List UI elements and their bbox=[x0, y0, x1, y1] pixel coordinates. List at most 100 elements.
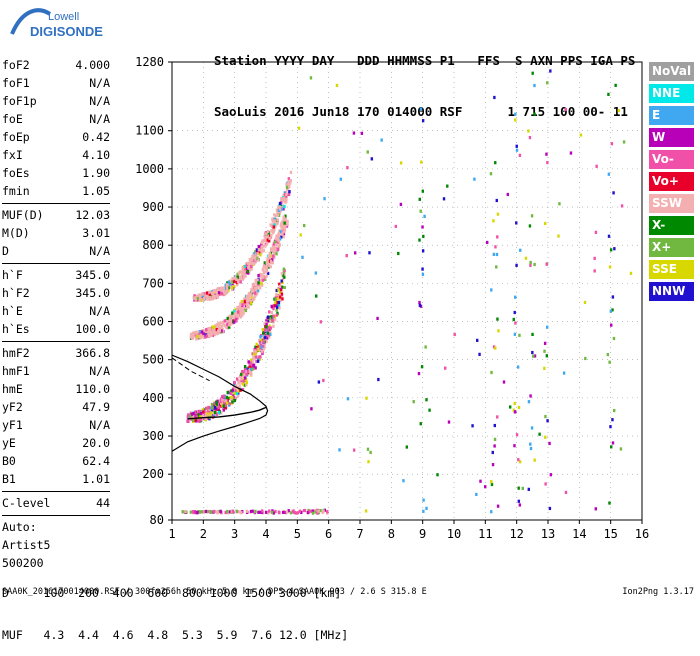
x-tick-label: 12 bbox=[509, 527, 523, 541]
echo-point bbox=[399, 202, 403, 206]
echo-point bbox=[277, 300, 281, 305]
echo-point bbox=[286, 219, 289, 224]
echo-point bbox=[208, 331, 212, 335]
echo-point bbox=[216, 292, 219, 296]
echo-point bbox=[244, 264, 247, 268]
echo-point bbox=[531, 332, 534, 336]
y-tick-label: 900 bbox=[142, 200, 164, 214]
echo-point bbox=[453, 332, 456, 337]
echo-point bbox=[610, 445, 613, 449]
echo-point bbox=[277, 234, 281, 239]
echo-point bbox=[272, 242, 276, 246]
param-row: B0 62.4 bbox=[2, 452, 110, 470]
echo-point bbox=[513, 332, 517, 336]
echo-point bbox=[258, 338, 261, 343]
echo-point bbox=[218, 328, 222, 333]
echo-point bbox=[259, 348, 262, 352]
echo-point bbox=[213, 294, 216, 298]
echo-point bbox=[212, 327, 215, 331]
param-name: foF1p bbox=[2, 94, 37, 108]
echo-point bbox=[258, 340, 262, 344]
echo-point bbox=[248, 295, 251, 299]
echo-point bbox=[263, 344, 266, 348]
echo-point bbox=[262, 340, 265, 344]
echo-point bbox=[262, 244, 265, 248]
param-name: D bbox=[2, 244, 9, 258]
echo-point bbox=[303, 508, 307, 513]
virtual-height-trace bbox=[187, 406, 267, 420]
echo-point bbox=[278, 211, 281, 215]
echo-point bbox=[243, 297, 246, 301]
echo-point bbox=[215, 294, 218, 298]
echo-point bbox=[283, 228, 287, 232]
legend-entry-nnw: NNW bbox=[649, 282, 694, 301]
echo-point bbox=[269, 256, 273, 260]
echo-point bbox=[544, 482, 547, 486]
echo-point bbox=[259, 280, 262, 284]
echo-point bbox=[231, 388, 235, 392]
echo-point bbox=[186, 415, 190, 419]
echo-point bbox=[274, 250, 277, 254]
echo-point bbox=[278, 511, 281, 515]
echo-point bbox=[421, 119, 425, 123]
echo-point bbox=[529, 260, 532, 265]
echo-point bbox=[241, 387, 245, 392]
echo-point bbox=[200, 510, 203, 514]
echo-point bbox=[259, 343, 263, 347]
param-value: N/A bbox=[89, 244, 110, 258]
echo-point bbox=[425, 398, 428, 402]
echo-point bbox=[269, 265, 272, 269]
param-row: h`E N/A bbox=[2, 302, 110, 320]
echo-point bbox=[530, 214, 534, 218]
param-row: yE 20.0 bbox=[2, 434, 110, 452]
echo-point bbox=[223, 319, 227, 323]
echo-point bbox=[301, 255, 304, 259]
echo-point bbox=[233, 380, 236, 385]
echo-point bbox=[243, 299, 247, 303]
echo-point bbox=[225, 395, 229, 400]
echo-point bbox=[261, 268, 265, 272]
echo-point bbox=[617, 109, 620, 113]
x-tick-label: 15 bbox=[603, 527, 617, 541]
echo-point bbox=[256, 289, 260, 293]
echo-point bbox=[317, 509, 320, 513]
echo-point bbox=[266, 261, 270, 265]
echo-point bbox=[276, 311, 279, 316]
echo-point bbox=[323, 508, 327, 512]
echo-point bbox=[544, 435, 547, 439]
echo-point bbox=[405, 445, 409, 449]
echo-point bbox=[284, 225, 287, 229]
echo-point bbox=[579, 133, 583, 137]
echo-point bbox=[494, 346, 497, 350]
echo-point bbox=[193, 410, 197, 414]
echo-point bbox=[548, 441, 551, 446]
param-name: h`Es bbox=[2, 322, 30, 336]
echo-point bbox=[282, 193, 285, 197]
echo-point bbox=[622, 140, 626, 144]
echo-point bbox=[527, 129, 530, 133]
echo-point bbox=[274, 243, 278, 247]
echo-point bbox=[243, 365, 247, 369]
y-tick-label: 400 bbox=[142, 391, 164, 405]
echo-point bbox=[268, 509, 271, 513]
echo-point bbox=[289, 511, 293, 515]
echo-point bbox=[271, 318, 274, 322]
echo-point bbox=[508, 405, 512, 409]
echo-point bbox=[206, 412, 210, 416]
echo-point bbox=[261, 328, 264, 332]
param-row: M(D) 3.01 bbox=[2, 224, 110, 242]
echo-point bbox=[262, 249, 265, 253]
echo-point bbox=[201, 292, 204, 296]
echo-point bbox=[280, 226, 283, 230]
echo-point bbox=[266, 271, 270, 276]
y-tick-label: 800 bbox=[142, 238, 164, 252]
echo-point bbox=[251, 283, 255, 287]
echo-point bbox=[217, 291, 221, 295]
echo-point bbox=[353, 251, 357, 255]
param-value: 12.03 bbox=[75, 208, 110, 222]
echo-point bbox=[495, 252, 499, 257]
echo-point bbox=[222, 402, 226, 406]
autoscaling-info: 500200 bbox=[2, 556, 44, 570]
echo-point bbox=[326, 510, 329, 514]
echo-point bbox=[241, 382, 245, 386]
